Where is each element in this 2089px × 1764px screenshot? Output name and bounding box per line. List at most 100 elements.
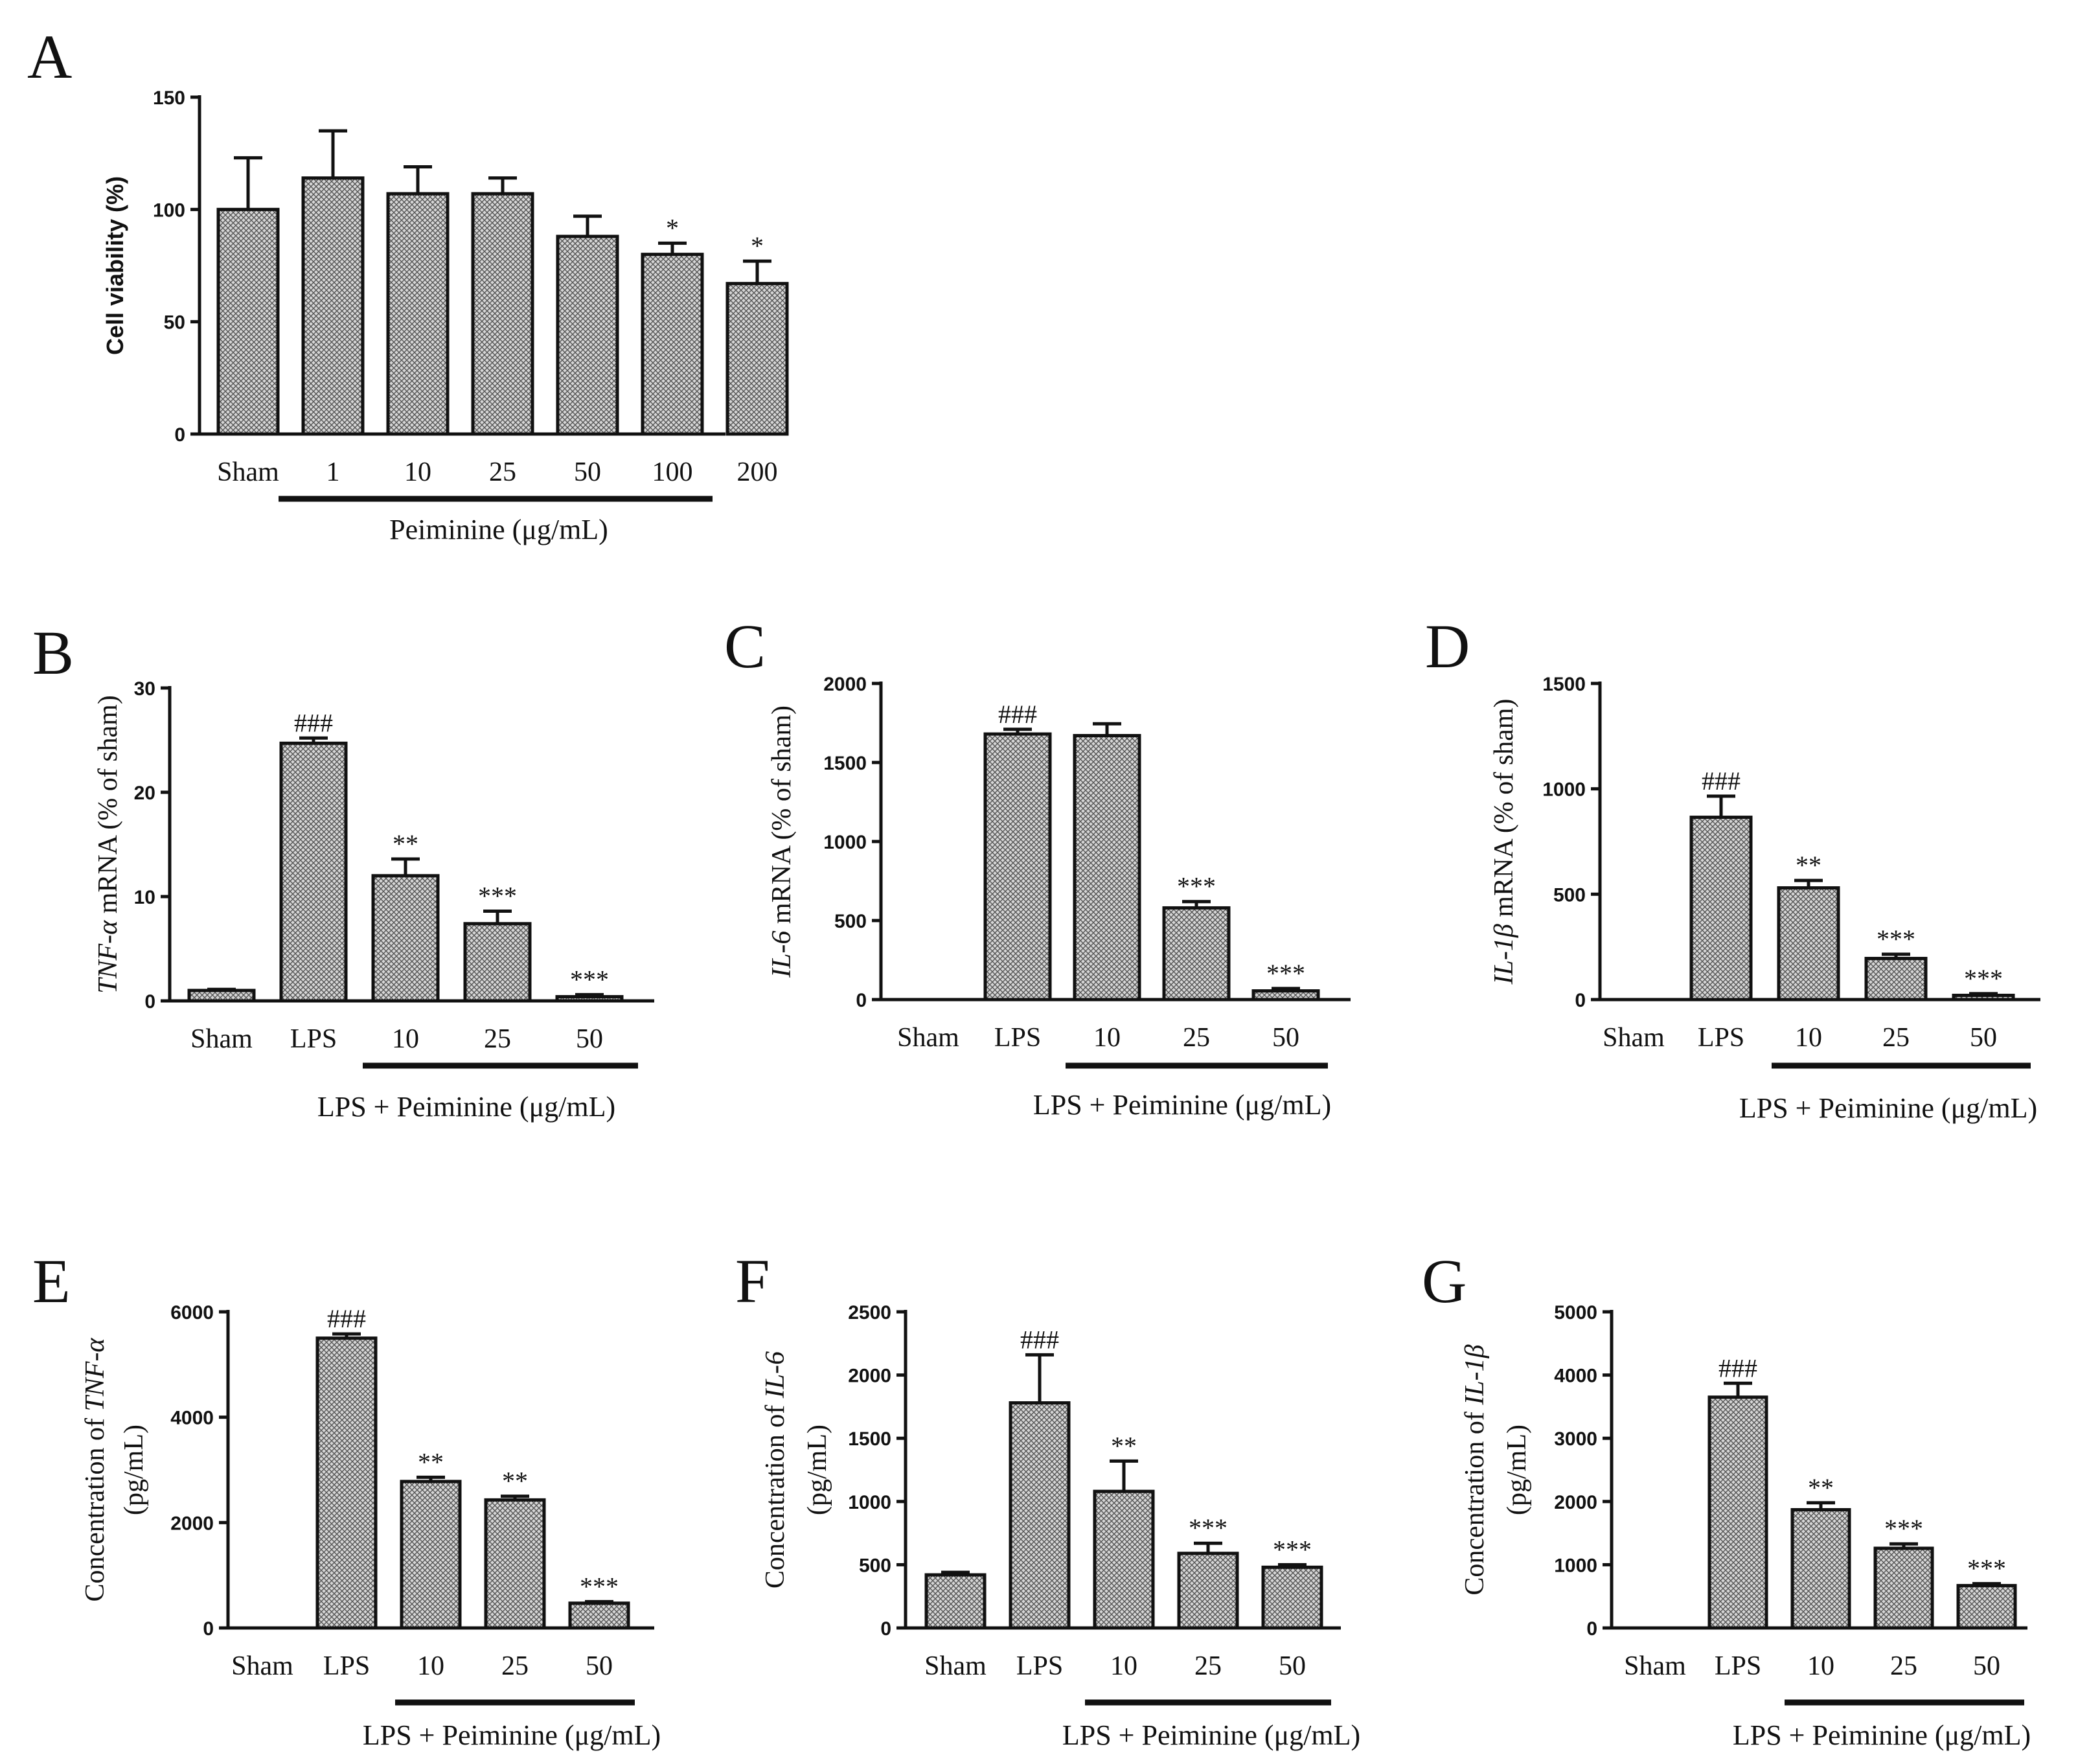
x-tick-label: 50 [1973, 1651, 2000, 1681]
bar [555, 995, 624, 1003]
y-axis-label-gene: TNF-α [80, 1338, 110, 1412]
bar [1689, 816, 1753, 1002]
significance-marker: ### [1718, 1353, 1757, 1382]
bar [1162, 906, 1231, 1002]
x-tick-label: LPS [1715, 1651, 1761, 1681]
x-tick-label: 10 [417, 1651, 444, 1681]
y-tick-label: 0 [1586, 1618, 1597, 1640]
x-tick-label: Sham [897, 1023, 959, 1053]
y-tick-label: 20 [134, 783, 155, 804]
x-tick-label: 25 [489, 457, 516, 487]
y-axis-label-unit: mRNA (% of sham) [767, 705, 797, 931]
x-tick-label: 25 [1194, 1651, 1222, 1681]
significance-marker: *** [570, 965, 609, 994]
x-tick-label: 50 [586, 1651, 613, 1681]
group-label: LPS + Peiminine (μg/mL) [317, 1091, 615, 1123]
significance-marker: ** [1808, 1473, 1834, 1502]
bar [1777, 886, 1840, 1002]
bar [1873, 1546, 1934, 1630]
bar [1009, 1401, 1071, 1630]
bar [279, 741, 348, 1003]
y-tick-label: 3000 [1554, 1428, 1597, 1450]
y-axis-label-units: (pg/mL) [1502, 1425, 1532, 1515]
significance-marker: * [751, 231, 764, 260]
significance-marker: ** [418, 1447, 444, 1476]
bar [556, 235, 619, 436]
x-tick-label: 25 [484, 1024, 511, 1054]
significance-marker: * [666, 213, 679, 242]
y-tick-label: 1500 [823, 753, 867, 774]
bar [400, 1480, 462, 1630]
significance-marker: *** [1273, 1535, 1312, 1564]
chart-panel-g: G 0 1000 2000 3000 4000 5000 Concentration of I… [1422, 1246, 2031, 1751]
y-axis-label: TNF-α mRNA (% of sham) [93, 695, 123, 994]
x-tick-label: 1 [326, 457, 340, 487]
y-axis-label: IL-6 mRNA (% of sham) [767, 705, 797, 978]
bar [1177, 1552, 1239, 1630]
bar [1952, 993, 2015, 1002]
group-label: LPS + Peiminine (μg/mL) [1062, 1719, 1360, 1751]
significance-marker: *** [580, 1572, 619, 1601]
y-tick-label: 2000 [848, 1366, 891, 1387]
bar [1261, 1565, 1323, 1630]
x-tick-label: LPS [1698, 1023, 1744, 1053]
x-tick-label: 50 [576, 1024, 603, 1054]
group-label: LPS + Peiminine (μg/mL) [1033, 1089, 1331, 1121]
x-tick-label: 10 [1795, 1023, 1822, 1053]
y-tick-label: 500 [859, 1555, 891, 1576]
bar [1790, 1507, 1851, 1630]
y-tick-label: 2000 [1554, 1492, 1597, 1513]
bar [216, 207, 280, 436]
y-axis-label-units: (pg/mL) [119, 1425, 149, 1515]
y-tick-label: 1000 [1554, 1555, 1597, 1576]
y-tick-label: 1000 [848, 1492, 891, 1513]
significance-marker: *** [1884, 1514, 1923, 1543]
x-tick-label: 100 [652, 457, 693, 487]
x-tick-label: 50 [1279, 1651, 1306, 1681]
significance-marker: ### [1702, 766, 1741, 796]
bar [301, 176, 365, 436]
significance-marker: ** [1796, 851, 1821, 880]
bar [924, 1573, 987, 1630]
significance-marker: *** [1877, 924, 1915, 954]
x-tick-label: 10 [1093, 1023, 1121, 1053]
x-tick-label: Sham [1624, 1651, 1686, 1681]
bar [641, 253, 704, 436]
x-tick-label: LPS [323, 1651, 370, 1681]
x-tick-label: Sham [1603, 1023, 1665, 1053]
y-axis-label-prefix: Concentration of [760, 1398, 790, 1588]
y-tick-label: 50 [164, 312, 185, 334]
y-axis-label: Concentration of TNF-α [80, 1338, 110, 1602]
y-axis-label-gene: IL-1β [1489, 924, 1519, 985]
panel-letter: G [1422, 1246, 1467, 1316]
significance-marker: *** [1266, 959, 1305, 988]
y-tick-label: 4000 [170, 1408, 214, 1429]
panel-letter: D [1425, 612, 1470, 681]
y-axis-label-units: (pg/mL) [803, 1425, 832, 1515]
y-tick-label: 1000 [1542, 779, 1586, 801]
y-tick-label: 5000 [1554, 1302, 1597, 1323]
significance-marker: *** [1964, 964, 2003, 993]
significance-marker: ### [294, 708, 333, 737]
chart-panel-e: E 0 2000 4000 6000 Concentration of TNF-α (pg/… [32, 1246, 661, 1751]
group-label: LPS + Peiminine (μg/mL) [1739, 1092, 2037, 1124]
y-tick-label: 0 [144, 991, 155, 1013]
bar [1073, 734, 1141, 1002]
x-tick-label: 25 [1890, 1651, 1917, 1681]
chart-panel-b: B 0 10 20 30 TNF-α mRNA (% of sham) Sham ### LPS… [32, 618, 654, 1123]
x-tick-label: 10 [1110, 1651, 1137, 1681]
y-axis-label: Cell viability (%) [102, 176, 128, 355]
bar [484, 1498, 546, 1630]
x-tick-label: 25 [1882, 1023, 1910, 1053]
y-axis-label: Concentration of IL-1β [1460, 1344, 1490, 1595]
significance-marker: ### [1020, 1325, 1059, 1354]
bar [568, 1601, 630, 1630]
y-tick-label: 1500 [1542, 674, 1586, 695]
y-tick-label: 500 [1553, 884, 1586, 906]
y-axis-label-prefix: Concentration of [80, 1412, 110, 1602]
bar [1956, 1584, 2017, 1630]
significance-marker: ** [502, 1467, 528, 1496]
y-tick-label: 4000 [1554, 1366, 1597, 1387]
y-tick-label: 1500 [848, 1428, 891, 1450]
